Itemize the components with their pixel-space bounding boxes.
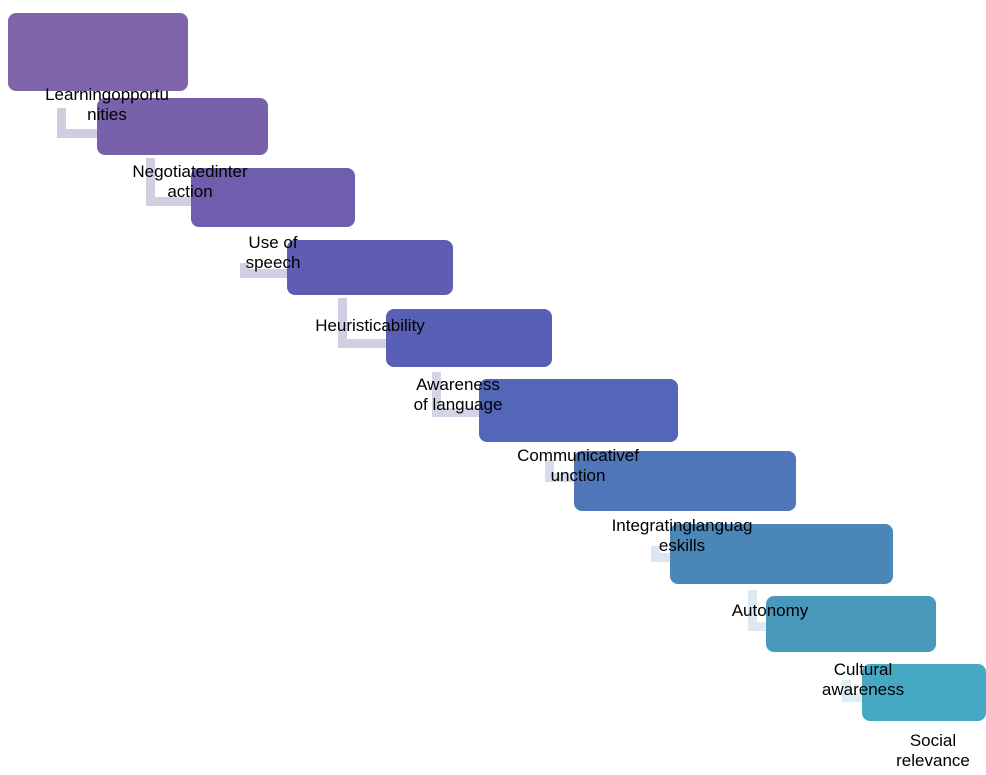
step-label: Use of speech (245, 233, 301, 272)
step-label: Heuristicability (315, 316, 425, 335)
step-box (8, 13, 188, 91)
connector-vertical-segment (748, 590, 757, 631)
step-label: Communicativef unction (517, 446, 639, 485)
connector-vertical-segment (57, 108, 66, 138)
connector-horizontal-segment (545, 473, 574, 482)
step-box (287, 240, 453, 295)
step-label: Awareness of language (413, 375, 503, 414)
connector-horizontal-segment (748, 622, 766, 631)
step-label: Negotiatedinter action (132, 162, 248, 201)
step-box (670, 524, 893, 584)
step-label: Autonomy (731, 601, 809, 620)
connector-horizontal-segment (651, 553, 670, 562)
connector-vertical-segment (146, 158, 155, 206)
step-label: Social relevance (896, 731, 970, 770)
connector-vertical-segment (338, 298, 347, 348)
connector-vertical-segment (842, 680, 851, 702)
step-box (97, 98, 268, 155)
step-box (574, 451, 796, 511)
step-box (479, 379, 678, 442)
connector-horizontal-segment (842, 693, 862, 702)
connector-horizontal-segment (146, 197, 191, 206)
step-label: Learningopportu nities (45, 85, 169, 124)
step-label: Cultural awareness (821, 660, 905, 699)
step-box (386, 309, 552, 367)
connector-horizontal-segment (240, 269, 287, 278)
step-label: Integratinglanguag eskills (611, 516, 753, 555)
connector-horizontal-segment (432, 408, 479, 417)
connector-vertical-segment (545, 460, 554, 482)
connector-horizontal-segment (57, 129, 97, 138)
connector-horizontal-segment (338, 339, 386, 348)
step-box (862, 664, 986, 721)
step-box (766, 596, 936, 652)
connector-vertical-segment (432, 372, 441, 417)
step-box (191, 168, 355, 227)
